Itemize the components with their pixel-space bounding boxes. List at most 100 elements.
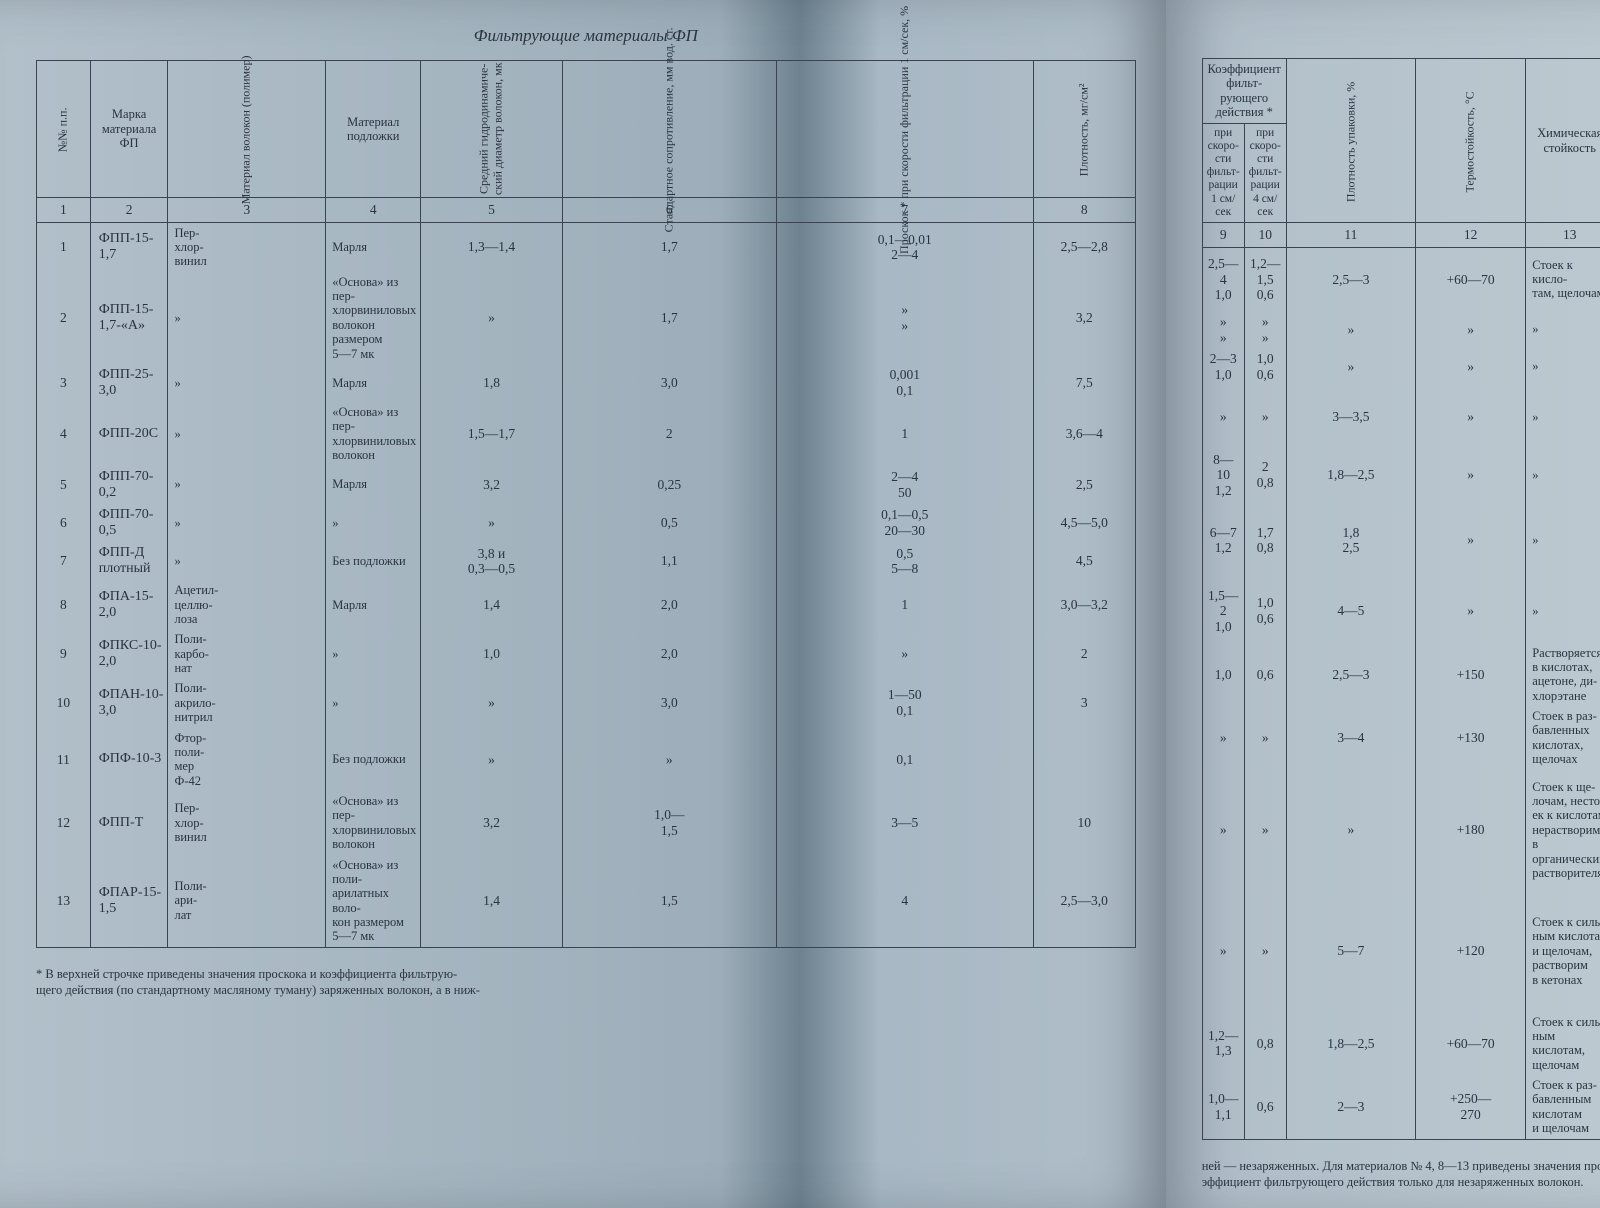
table-row: 8ФПА-15-2,0Ацетил-целлю-лозаМарля1,42,01… <box>37 580 1136 629</box>
cell: » <box>1202 891 1244 1012</box>
table-left: №№ п.п. Марка материала ФП Материал воло… <box>36 60 1136 948</box>
cell: » <box>1202 770 1244 891</box>
footnote-right: ней — незаряженных. Для материалов № 4, … <box>1202 1158 1600 1191</box>
cell <box>1033 728 1135 792</box>
cell: 2,5 <box>1033 466 1135 504</box>
cell: 0,5 <box>562 504 776 542</box>
table-row: 3ФПП-25-3,0»Марля1,83,00,0010,17,5 <box>37 364 1136 402</box>
cell: 8 <box>37 580 91 629</box>
cell: » <box>168 542 326 580</box>
cell: 2—450 <box>776 466 1033 504</box>
cell: 5 <box>37 466 91 504</box>
cell: 1 <box>776 402 1033 466</box>
cell: » <box>168 402 326 466</box>
cell: » <box>562 728 776 792</box>
cell: 6 <box>37 504 91 542</box>
table-row: »»»+180Стоек к ще-лочам, несто-ек к кисл… <box>1202 770 1600 891</box>
cell: 1,3—1,4 <box>421 222 563 272</box>
table-row: 12ФПП-ТПер-хлор-винил«Основа» из пер-хло… <box>37 791 1136 855</box>
table-row: 1,2—1,30,81,8—2,5+60—70Стоек к силь-ным … <box>1202 1012 1600 1076</box>
cell: 1 <box>776 580 1033 629</box>
cell: Поли-ари-лат <box>168 855 326 948</box>
cell: 6—71,2 <box>1202 501 1244 579</box>
col-header: Материал подложки <box>326 61 421 198</box>
cell: » <box>421 504 563 542</box>
cell: » <box>1202 706 1244 770</box>
table-row: 2ФПП-15-1,7-«А»»«Основа» из пер-хлорвини… <box>37 272 1136 364</box>
cell: +130 <box>1416 706 1526 770</box>
cell: » <box>1416 579 1526 643</box>
col-num: 4 <box>326 198 421 223</box>
cell: 3,0—3,2 <box>1033 580 1135 629</box>
table-row: 1,00,62,5—3+150Растворяетсяв кислотах,ац… <box>1202 643 1600 707</box>
cell: 2,0 <box>562 629 776 678</box>
cell: » <box>1526 311 1600 348</box>
right-page: Таблица 2 Коэффициент фильт-рующего дейс… <box>1166 0 1600 1208</box>
cell: » <box>421 728 563 792</box>
cell-mark: ФПАР-15-1,5 <box>90 855 168 948</box>
table-label: Таблица 2 <box>1202 26 1600 44</box>
cell: 3,2 <box>1033 272 1135 364</box>
cell: »» <box>1202 311 1244 348</box>
cell: » <box>168 364 326 402</box>
table-row: 10ФПАН-10-3,0Поли-акрило-нитрил»»3,01—50… <box>37 678 1136 727</box>
table-row: »»5—7+120Стоек к силь-ным кислотами щело… <box>1202 891 1600 1012</box>
cell: +60—70 <box>1416 1012 1526 1076</box>
page-title: Фильтрующие материалы ФП <box>36 26 1136 46</box>
cell: 0,6 <box>1244 1075 1286 1139</box>
col-num: 12 <box>1416 223 1526 248</box>
cell: Фтор-поли-мерФ-42 <box>168 728 326 792</box>
col-header: при скоро-сти фильт-рации4 см/сек <box>1244 123 1286 223</box>
cell: 13 <box>37 855 91 948</box>
cell: 12 <box>37 791 91 855</box>
col-num: 5 <box>421 198 563 223</box>
cell: +250—270 <box>1416 1075 1526 1139</box>
table-row: 1,0—1,10,62—3+250—270Стоек к раз-бавленн… <box>1202 1075 1600 1139</box>
cell: 2 <box>1033 629 1135 678</box>
cell: Пер-хлор-винил <box>168 222 326 272</box>
cell: 4—5 <box>1286 579 1415 643</box>
cell-mark: ФПКС-10-2,0 <box>90 629 168 678</box>
cell: 7,5 <box>1033 364 1135 402</box>
cell: 2,5—2,8 <box>1033 222 1135 272</box>
col-header: Проскок * при скорости фильтрации 1 см/с… <box>776 61 1033 198</box>
cell: » <box>168 466 326 504</box>
table-row: 6—71,21,70,81,82,5»»Изготовлениереспират… <box>1202 501 1600 579</box>
cell: » <box>326 504 421 542</box>
table-row: »»3—3,5»»Фильтрацияжидкостей,изготовлени… <box>1202 385 1600 449</box>
cell: 1,8—2,5 <box>1286 1012 1415 1076</box>
cell: 1,70,8 <box>1244 501 1286 579</box>
col-header: №№ п.п. <box>37 61 91 198</box>
cell: 1,8 <box>421 364 563 402</box>
cell: » <box>1244 385 1286 449</box>
cell: » <box>1526 449 1600 502</box>
cell: 1,7 <box>562 272 776 364</box>
cell: » <box>1286 348 1415 385</box>
cell: » <box>1416 449 1526 502</box>
footnote-left: * В верхней строчке приведены значения п… <box>36 966 1136 999</box>
cell: 2 <box>37 272 91 364</box>
cell-mark: ФПАН-10-3,0 <box>90 678 168 727</box>
cell: 9 <box>37 629 91 678</box>
cell: 2—3 <box>1286 1075 1415 1139</box>
table-row: 1,5—21,01,00,64—5»»Аналитическиефильтры … <box>1202 579 1600 643</box>
cell: 2,5—3 <box>1286 247 1415 311</box>
cell: 4,5—5,0 <box>1033 504 1135 542</box>
cell-mark: ФПА-15-2,0 <box>90 580 168 629</box>
cell: +180 <box>1416 770 1526 891</box>
cell-mark: ФПП-15-1,7-«А» <box>90 272 168 364</box>
col-header: при скоро-сти фильт-рации1 см/сек <box>1202 123 1244 223</box>
cell: 2,0 <box>562 580 776 629</box>
cell: Пер-хлор-винил <box>168 791 326 855</box>
col-header: Материал волокон (полимер) <box>168 61 326 198</box>
cell: 5—7 <box>1286 891 1415 1012</box>
cell: +60—70 <box>1416 247 1526 311</box>
cell: Марля <box>326 364 421 402</box>
cell: » <box>168 272 326 364</box>
cell: 3,6—4 <box>1033 402 1135 466</box>
table-row: 9ФПКС-10-2,0Поли-карбо-нат»1,02,0»2 <box>37 629 1136 678</box>
cell: 3 <box>1033 678 1135 727</box>
cell: +120 <box>1416 891 1526 1012</box>
cell: 3—3,5 <box>1286 385 1415 449</box>
cell: Марля <box>326 466 421 504</box>
